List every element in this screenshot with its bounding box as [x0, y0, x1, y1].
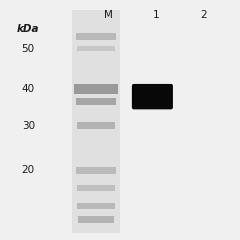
Bar	[77, 203, 115, 209]
Bar	[72, 10, 120, 233]
Bar	[74, 84, 118, 94]
Bar	[77, 46, 115, 51]
Text: M: M	[104, 10, 112, 20]
FancyBboxPatch shape	[132, 84, 173, 109]
Text: 1: 1	[153, 10, 159, 20]
Bar	[76, 33, 116, 40]
Bar	[77, 185, 115, 191]
Text: 50: 50	[22, 44, 35, 54]
Bar	[78, 216, 114, 223]
Text: kDa: kDa	[16, 24, 39, 34]
Bar	[77, 122, 115, 129]
Text: 30: 30	[22, 121, 35, 131]
Text: 2: 2	[201, 10, 207, 20]
Text: 40: 40	[22, 84, 35, 94]
Bar	[76, 97, 116, 105]
Text: 20: 20	[22, 165, 35, 175]
Bar	[76, 167, 116, 174]
